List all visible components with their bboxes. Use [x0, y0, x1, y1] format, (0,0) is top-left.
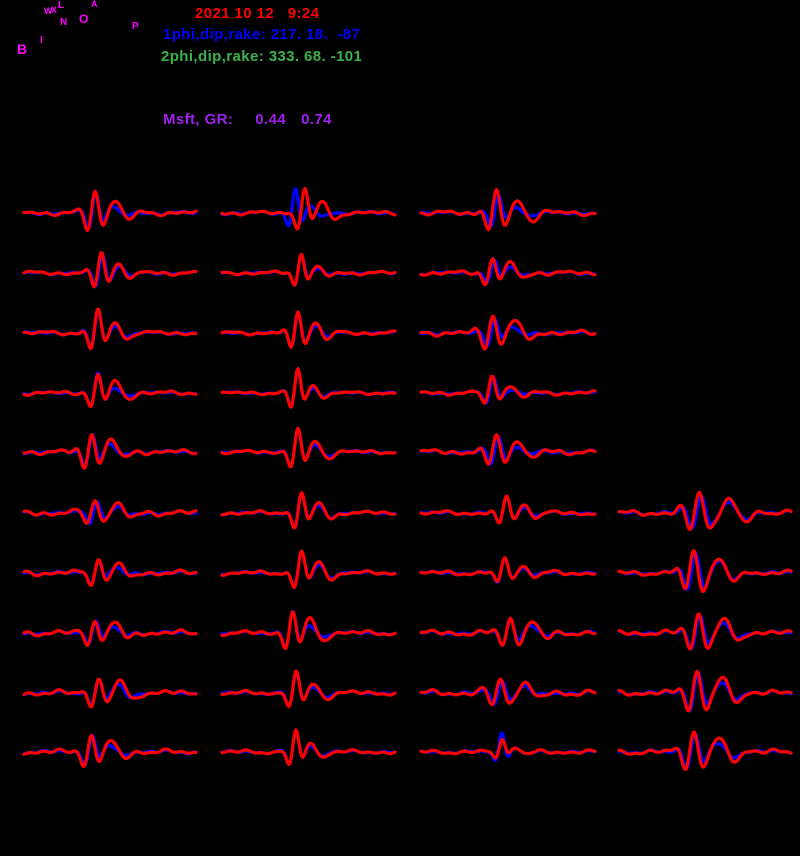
trace-red-r8c2	[220, 610, 397, 651]
trace-red-r7c3	[419, 555, 597, 584]
trace-red-r3c3	[419, 314, 597, 351]
trace-red-r2c1	[22, 251, 198, 289]
misfit-value-1: 0.44	[255, 111, 287, 128]
trace-blue-r6c2	[220, 491, 397, 528]
station-mark: B	[17, 41, 28, 57]
trace-red-r8c4	[617, 612, 793, 651]
nodal-plane-2-parameters: 2phi,dip,rake: 333. 68. -101	[161, 48, 363, 65]
trace-red-r6c3	[419, 494, 597, 525]
trace-red-r9c2	[220, 669, 397, 709]
station-mark: O	[79, 12, 89, 26]
trace-red-r10c4	[617, 730, 793, 772]
trace-blue-r3c2	[220, 311, 397, 349]
trace-red-r8c3	[419, 616, 597, 647]
trace-red-r6c4	[617, 490, 793, 532]
trace-red-r7c1	[22, 558, 198, 588]
event-date-time: 2021 10 12 9:24	[195, 5, 320, 22]
misfit-line: Msft, GR: 0.44 0.74	[163, 111, 332, 128]
trace-red-r5c2	[220, 426, 397, 469]
trace-red-r7c2	[220, 549, 397, 589]
trace-red-r10c2	[220, 728, 397, 767]
trace-red-r9c4	[617, 669, 793, 713]
trace-red-r5c1	[22, 432, 198, 470]
trace-red-r9c1	[22, 677, 198, 709]
trace-red-r3c1	[22, 307, 198, 351]
station-mark: W	[44, 6, 53, 16]
trace-red-r5c3	[419, 433, 597, 466]
trace-red-r3c2	[220, 310, 397, 349]
station-mark: X	[51, 5, 58, 15]
trace-blue-r10c3	[419, 731, 597, 763]
trace-blue-r7c2	[220, 549, 397, 588]
trace-blue-r4c3	[419, 376, 597, 405]
trace-red-r7c4	[617, 549, 793, 594]
trace-red-r2c3	[419, 257, 597, 287]
station-mark: N	[60, 17, 68, 28]
trace-red-r8c1	[22, 619, 198, 647]
trace-blue-r5c2	[220, 426, 397, 468]
misfit-label: Msft, GR:	[163, 111, 234, 128]
trace-red-r1c2	[220, 186, 397, 231]
trace-red-r10c1	[22, 733, 198, 769]
trace-red-r1c1	[22, 189, 198, 232]
trace-red-r10c3	[419, 737, 597, 760]
misfit-value-2: 0.74	[301, 111, 332, 128]
trace-blue-r7c4	[617, 551, 793, 591]
station-mark: P	[132, 21, 139, 32]
trace-red-r2c2	[220, 252, 397, 287]
trace-red-r4c3	[419, 374, 597, 405]
station-mark: I	[40, 35, 43, 46]
station-mark: L	[58, 0, 65, 11]
trace-red-r6c1	[22, 499, 198, 525]
trace-red-r4c2	[220, 367, 397, 409]
station-mark: A	[91, 0, 98, 9]
trace-red-r1c3	[419, 188, 597, 232]
trace-red-r9c3	[419, 677, 597, 707]
trace-red-r6c2	[220, 491, 397, 530]
trace-red-r4c1	[22, 373, 198, 409]
trace-blue-r2c2	[220, 253, 397, 287]
nodal-plane-1-parameters: 1phi,dip,rake: 217. 18. -87	[163, 26, 361, 43]
